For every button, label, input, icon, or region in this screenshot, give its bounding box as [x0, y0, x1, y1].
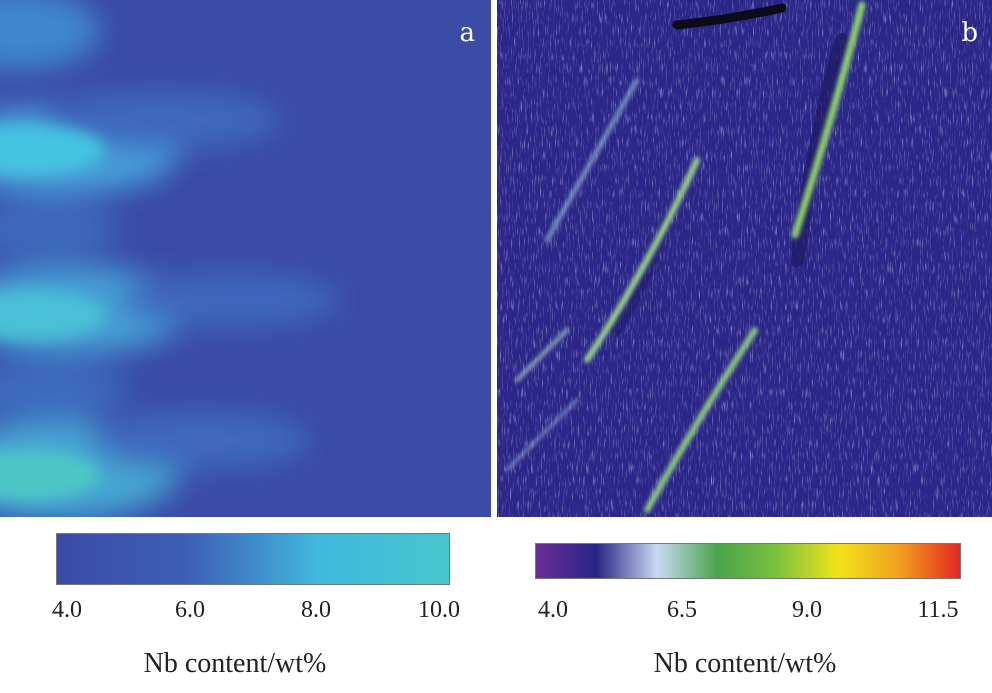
colorbar-a [56, 533, 450, 585]
nb-map-panel-b: b [497, 0, 992, 517]
colorbar-a-label: Nb content/wt% [143, 648, 327, 679]
panel-letter-b: b [961, 18, 978, 48]
nb-map-a-image [0, 0, 491, 517]
colorbar-b-tick: 11.5 [917, 597, 959, 623]
nb-map-b-image [497, 0, 992, 517]
colorbar-a-tick: 4.0 [52, 597, 82, 623]
colorbar-b [535, 543, 961, 579]
colorbar-a-tick: 10.0 [418, 597, 460, 623]
colorbar-b-tick: 6.5 [667, 597, 697, 623]
panel-letter-a: a [459, 18, 475, 48]
colorbar-b-tick: 4.0 [538, 597, 568, 623]
colorbar-a-tick: 8.0 [301, 597, 331, 623]
nb-map-panel-a: a [0, 0, 491, 517]
colorbar-b-tick: 9.0 [792, 597, 822, 623]
colorbar-b-label: Nb content/wt% [653, 648, 837, 679]
colorbar-a-tick: 6.0 [175, 597, 205, 623]
